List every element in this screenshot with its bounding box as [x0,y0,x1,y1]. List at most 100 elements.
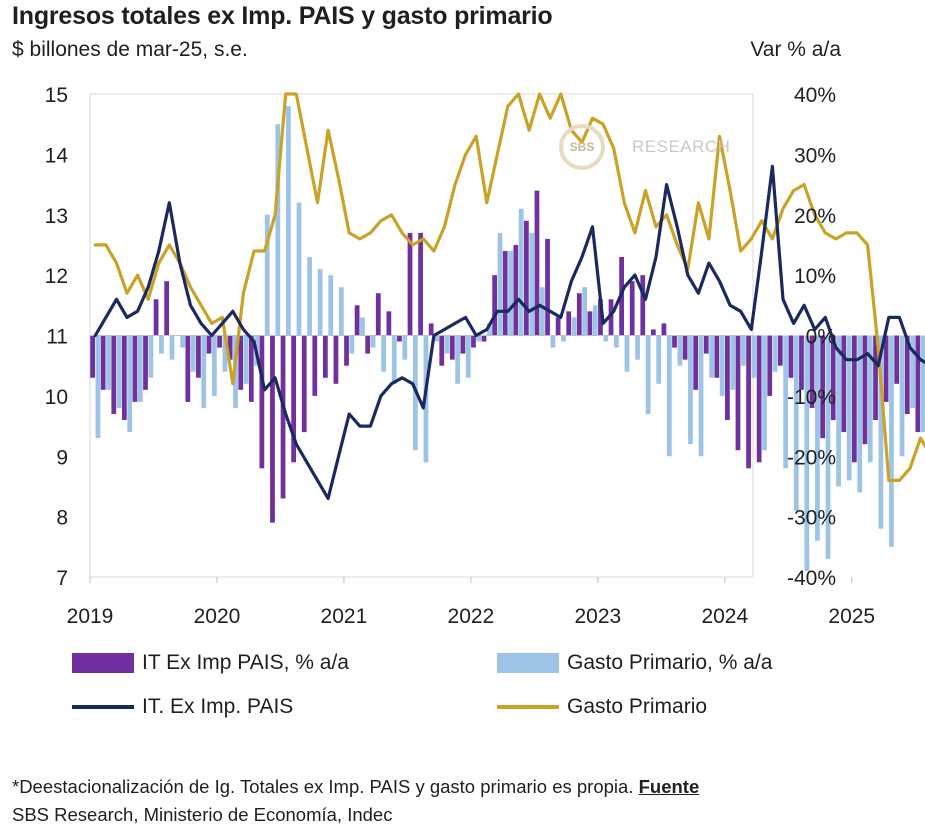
x-tick-label-5: 2024 [701,605,748,628]
bar-it-pct-55 [672,335,677,348]
bar-gasto-pct-50 [624,335,630,372]
bar-it-pct-9 [185,335,191,402]
left-tick-label-1: 14 [45,144,69,167]
bar-it-pct-64 [767,335,773,396]
bar-gasto-pct-0 [95,335,101,439]
bar-gasto-pct-33 [444,335,450,354]
left-axis-unit: $ billones de mar-25, s.e. [12,38,248,61]
line-it-ex-imp-pais [93,164,925,501]
x-tick-label-1: 2020 [194,605,241,628]
left-tick-label-6: 9 [56,446,68,469]
bar-it-pct-21 [312,335,318,396]
bar-it-pct-0 [90,335,95,378]
bar-it-pct-52 [640,275,646,336]
footnote-text: *Deestacionalización de Ig. Totales ex I… [12,776,639,797]
bar-it-pct-25 [354,305,360,336]
bar-gasto-pct-38 [497,232,503,336]
bar-it-pct-39 [502,250,508,336]
bar-gasto-pct-4 [137,335,143,402]
left-tick-label-7: 8 [56,507,68,530]
source-label: Fuente [638,776,700,797]
bar-gasto-pct-7 [169,335,175,360]
bar-it-pct-78 [915,335,921,433]
bar-it-pct-31 [418,232,423,336]
bar-it-pct-22 [322,335,328,378]
left-tick-label-4: 11 [46,326,68,349]
bar-gasto-pct-18 [286,106,291,336]
right-tick-label-6: -20% [787,446,836,469]
bar-it-pct-23 [333,335,339,384]
legend-label-gasto-level: Gasto Primario [567,695,708,718]
bar-it-pct-34 [449,335,455,360]
bar-gasto-pct-76 [899,335,905,457]
bar-it-pct-42 [534,190,540,336]
right-tick-label-4: 0% [806,326,836,349]
legend-label-it-level: IT. Ex Imp. PAIS [142,695,294,718]
bar-it-pct-62 [746,335,751,469]
bar-gasto-pct-6 [159,335,164,354]
x-tick-label-6: 2025 [828,605,875,628]
bar-it-pct-47 [587,311,593,336]
bar-it-pct-2 [111,335,117,414]
bar-gasto-pct-53 [656,335,662,384]
bar-it-pct-38 [492,275,498,336]
bar-it-pct-73 [862,335,868,445]
legend-swatch-it-level [72,705,134,709]
footnote-sources: SBS Research, Ministerio de Economía, In… [12,804,393,825]
bar-gasto-pct-69 [825,335,831,559]
bar-gasto-pct-42 [539,287,545,336]
bar-it-pct-67 [799,335,804,390]
bar-it-pct-59 [714,335,720,378]
bar-gasto-pct-28 [391,335,397,384]
bar-gasto-pct-36 [476,335,482,342]
bar-gasto-pct-60 [730,335,736,390]
bar-it-pct-14 [238,335,244,390]
bar-gasto-pct-65 [783,335,789,469]
bar-gasto-pct-12 [222,335,228,372]
watermark-logo: SBS [559,124,605,170]
legend-swatch-gasto-level [497,705,559,709]
x-tick-label-2: 2021 [321,605,368,628]
bar-gasto-pct-16 [264,214,270,336]
right-tick-label-8: -40% [787,567,836,590]
x-tick-label-4: 2023 [574,605,621,628]
bar-it-pct-19 [291,335,297,463]
bar-it-pct-4 [132,335,138,402]
bar-it-pct-71 [841,335,847,433]
bar-it-pct-61 [735,335,741,451]
bar-gasto-pct-51 [635,335,640,360]
bar-gasto-pct-43 [550,335,556,348]
bar-gasto-pct-19 [296,202,302,336]
bar-it-pct-45 [566,311,572,336]
bar-it-pct-41 [524,220,529,336]
footnote: *Deestacionalización de Ig. Totales ex I… [12,773,699,829]
legend-label-it-pct: IT Ex Imp PAIS, % a/a [142,651,349,674]
bar-it-pct-5 [143,335,148,390]
bar-it-pct-32 [428,323,434,336]
bar-it-pct-60 [725,335,730,421]
bar-it-pct-27 [375,293,381,336]
bar-it-pct-36 [471,335,476,348]
left-tick-label-5: 10 [45,386,68,409]
bar-gasto-pct-11 [211,335,217,396]
bar-gasto-pct-20 [307,257,312,336]
bar-it-pct-57 [693,335,699,390]
bar-gasto-pct-14 [243,335,249,384]
left-tick-label-3: 12 [45,265,68,288]
bar-gasto-pct-5 [148,335,154,378]
right-tick-label-3: 10% [794,265,836,288]
chart-svg: 15 14 13 12 11 10 9 8 7 40% 30% 20% 10% 0% -10% -20% -30… [45,84,925,628]
bar-gasto-pct-48 [603,335,609,342]
bar-it-pct-3 [121,335,127,421]
bar-it-pct-11 [206,335,212,354]
bar-it-pct-51 [629,281,635,336]
bar-gasto-pct-23 [338,287,344,336]
watermark-text: RESEARCH [632,137,731,156]
bar-gasto-pct-21 [317,269,323,336]
bar-it-pct-49 [608,299,614,336]
bar-gasto-pct-24 [349,335,355,354]
bar-it-pct-76 [894,335,900,384]
bar-gasto-pct-32 [434,335,439,342]
bar-gasto-pct-40 [518,208,524,336]
left-tick-label-8: 7 [56,567,68,590]
